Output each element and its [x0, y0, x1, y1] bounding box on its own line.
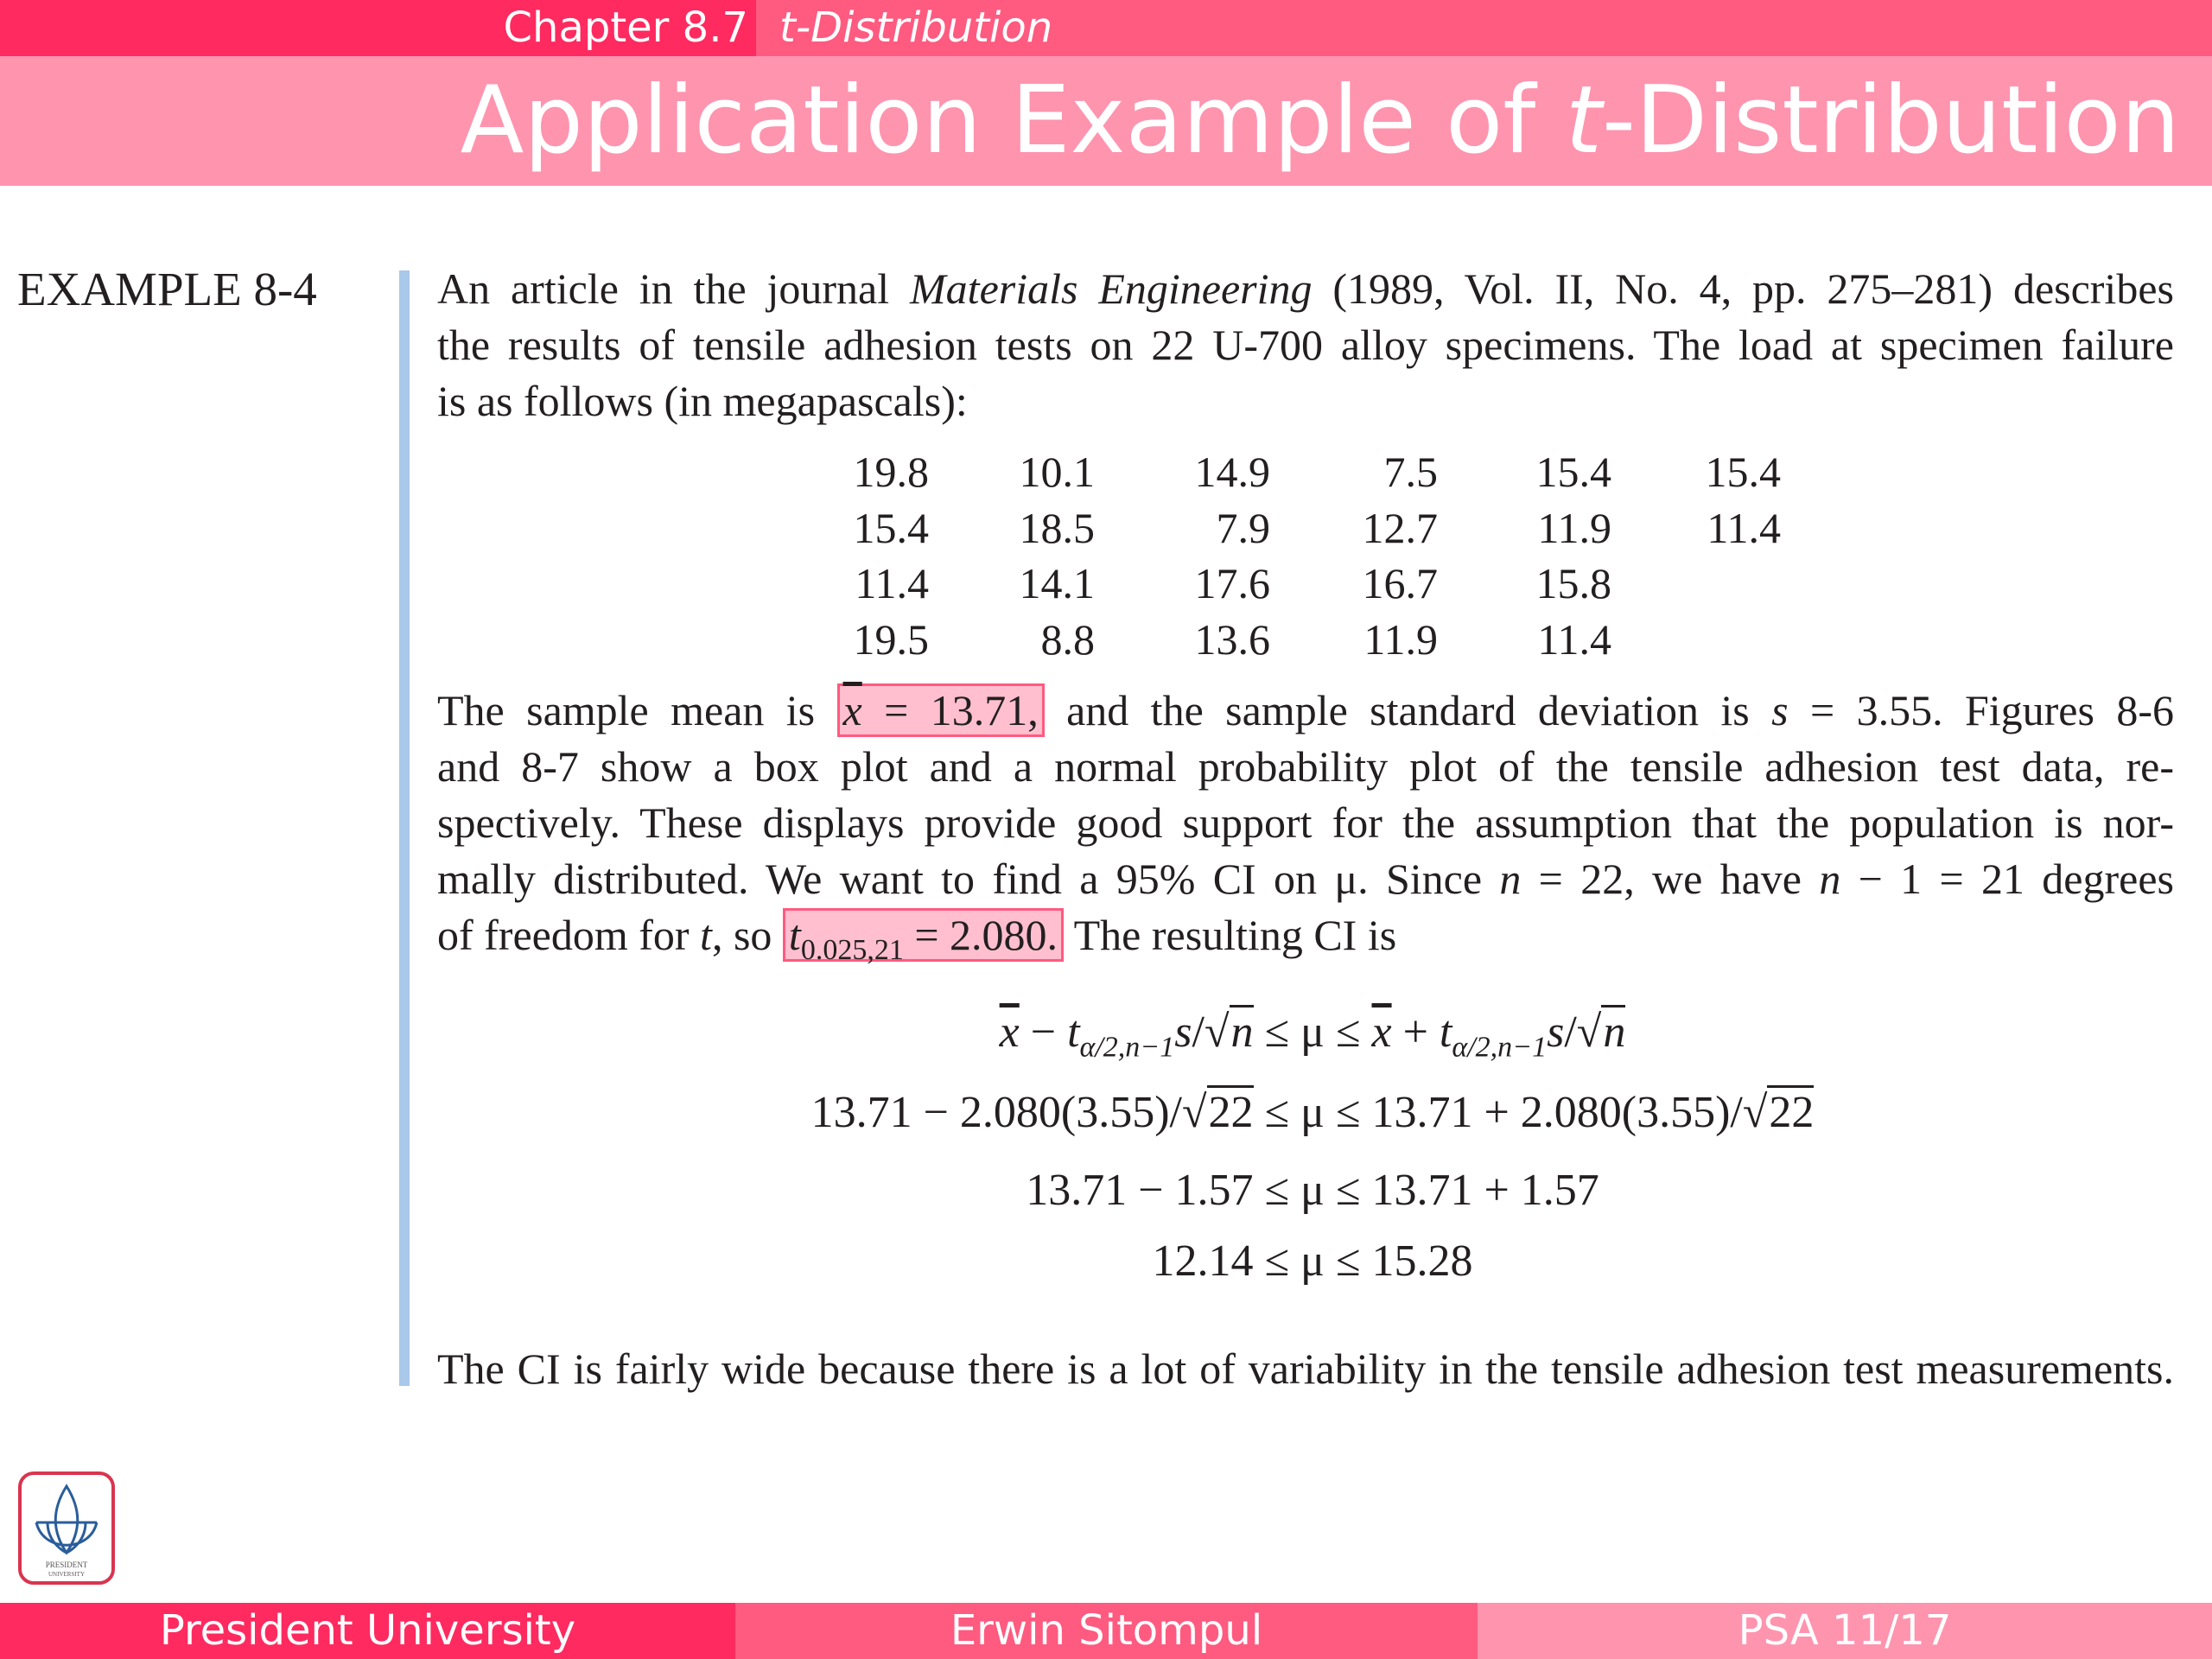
data-cell: 15.4 — [1705, 448, 1782, 496]
data-cell: 19.5 — [853, 614, 930, 664]
equation-simplified: 13.71 − 1.57 ≤ μ ≤ 13.71 + 1.57 — [1026, 1166, 1599, 1215]
data-cell: 11.9 — [1537, 503, 1611, 552]
data-cell: 11.4 — [1707, 503, 1781, 552]
equation-result: 12.14 ≤ μ ≤ 15.28 — [1152, 1236, 1473, 1286]
footer: President University Erwin Sitompul PSA … — [0, 1603, 2212, 1659]
data-cell: 16.7 — [1362, 559, 1439, 607]
data-cell: 10.1 — [1019, 448, 1096, 496]
data-cell: 19.8 — [853, 448, 930, 496]
example-divider — [399, 270, 410, 1386]
chapter-segment — [0, 0, 756, 56]
section-label: t-Distribution — [779, 3, 1053, 52]
intro-paragraph: An article in the journal Materials Engi… — [437, 264, 2174, 425]
slide-title: Application Example of t-Distribution — [460, 67, 2180, 175]
equation-ci-formula: x − tα/2,n−1s/√n ≤ μ ≤ x + tα/2,n−1s/√n — [0, 1005, 2212, 1064]
data-cell: 11.4 — [1537, 614, 1611, 664]
data-cell: 15.8 — [1535, 559, 1612, 607]
conclusion-paragraph: The CI is fairly wide because there is a… — [437, 1344, 2174, 1393]
data-cell: 15.4 — [853, 503, 930, 552]
data-cell: 13.6 — [1194, 614, 1271, 664]
data-cell: 14.9 — [1194, 448, 1271, 496]
data-cell: 12.7 — [1362, 503, 1439, 552]
chapter-bar: Chapter 8.7 t-Distribution — [0, 0, 2212, 56]
data-cell: 7.9 — [1216, 503, 1271, 552]
data-cell: 18.5 — [1019, 503, 1096, 552]
example-label: EXAMPLE 8-4 — [17, 263, 317, 315]
chapter-label: Chapter 8.7 — [503, 3, 749, 52]
data-cell: 8.8 — [1040, 614, 1096, 664]
svg-text:PRESIDENT: PRESIDENT — [46, 1560, 88, 1569]
footer-page: PSA 11/17 — [1478, 1603, 2212, 1659]
data-cell: 11.4 — [855, 559, 929, 607]
data-cell: 17.6 — [1194, 559, 1271, 607]
body-paragraph: The sample mean is x = 13.71, and the sa… — [437, 683, 2174, 966]
footer-institution: President University — [0, 1603, 735, 1659]
equation-substituted: 13.71 − 2.080(3.55)/√22 ≤ μ ≤ 13.71 + 2.… — [0, 1085, 2212, 1138]
data-cell: 14.1 — [1019, 559, 1096, 607]
university-logo: PRESIDENT UNIVERSITY — [18, 1471, 115, 1585]
title-band: Application Example of t-Distribution — [0, 56, 2212, 186]
footer-author: Erwin Sitompul — [735, 1603, 1478, 1659]
data-cell: 15.4 — [1535, 448, 1612, 496]
data-cell: 11.9 — [1363, 614, 1438, 664]
highlight-mean: x = 13.71, — [836, 683, 1045, 737]
data-cell: 7.5 — [1383, 448, 1439, 496]
highlight-t-value: t0.025,21 = 2.080. — [782, 908, 1065, 966]
svg-text:UNIVERSITY: UNIVERSITY — [48, 1571, 85, 1578]
